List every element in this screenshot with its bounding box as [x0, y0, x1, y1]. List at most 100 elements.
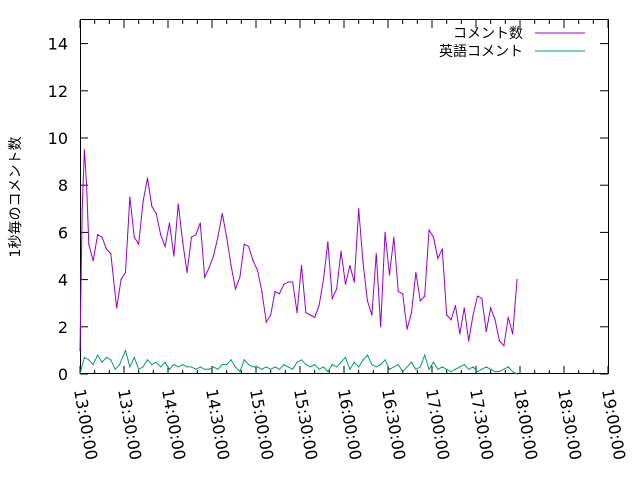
data-point	[138, 368, 140, 370]
data-point	[490, 368, 492, 370]
data-point	[375, 253, 377, 255]
data-point	[270, 314, 272, 316]
data-point	[252, 366, 254, 368]
data-point	[415, 368, 417, 370]
data-point	[296, 361, 298, 363]
data-point	[446, 368, 448, 370]
x-tick-label: 18:00:00	[510, 387, 541, 461]
data-point	[173, 255, 175, 257]
data-point	[476, 371, 479, 373]
data-point	[450, 319, 452, 321]
data-point	[195, 368, 197, 370]
data-point	[498, 371, 501, 373]
data-point	[79, 373, 81, 375]
data-point	[402, 371, 404, 373]
data-point	[349, 264, 351, 267]
data-point	[204, 276, 206, 278]
data-point	[441, 248, 443, 250]
data-point	[252, 260, 254, 262]
data-point	[314, 363, 316, 366]
data-point	[146, 359, 149, 361]
data-point	[274, 366, 276, 368]
data-point	[182, 363, 184, 366]
data-point	[476, 295, 479, 297]
data-point	[353, 281, 355, 283]
data-point	[336, 366, 338, 368]
data-point	[397, 290, 399, 292]
data-point	[110, 359, 112, 361]
data-point	[340, 361, 342, 363]
data-point	[371, 363, 373, 366]
data-point	[151, 205, 153, 208]
data-point	[463, 307, 465, 309]
data-point	[86, 184, 88, 186]
data-point	[362, 262, 364, 264]
data-point	[503, 345, 505, 347]
data-point	[336, 288, 338, 290]
x-tick-label: 14:00:00	[158, 387, 189, 461]
data-point	[119, 363, 121, 366]
data-point	[234, 366, 237, 368]
data-point	[283, 283, 285, 285]
data-point	[415, 271, 417, 274]
data-point	[503, 368, 505, 370]
y-axis-label: 1秒毎のコメント数	[8, 137, 24, 258]
data-point	[173, 363, 175, 366]
x-tick-label: 13:00:00	[70, 387, 101, 461]
data-point	[226, 236, 228, 238]
y-tick-label: 2	[58, 318, 68, 337]
data-point	[274, 290, 276, 292]
data-point	[441, 366, 443, 368]
data-point	[366, 354, 369, 356]
data-point	[83, 356, 85, 359]
data-point	[243, 243, 245, 245]
data-point	[393, 366, 395, 368]
data-point	[388, 274, 391, 276]
data-point	[129, 196, 131, 198]
data-point	[358, 208, 360, 210]
data-point	[309, 314, 311, 316]
data-point	[190, 366, 193, 368]
legend-label-2: 英語コメント	[439, 43, 523, 60]
data-point	[459, 366, 461, 368]
data-point	[432, 361, 435, 363]
data-point	[116, 307, 118, 309]
x-axis-ticks: 13:00:00 13:30:00 14:00:00 14:30:00 15:00:00…	[70, 20, 629, 461]
data-point	[388, 368, 391, 370]
data-point	[468, 368, 470, 370]
data-point	[256, 366, 259, 368]
data-point	[168, 368, 171, 370]
data-point	[419, 300, 421, 302]
data-point	[287, 366, 289, 368]
data-point	[265, 321, 267, 323]
data-point	[195, 234, 197, 236]
data-point	[142, 201, 144, 203]
x-tick-label: 18:30:00	[554, 387, 585, 461]
data-point	[481, 297, 483, 300]
data-point	[239, 276, 241, 278]
data-point	[243, 359, 245, 361]
data-point	[270, 368, 272, 370]
data-point	[265, 366, 267, 368]
data-point	[472, 366, 474, 368]
data-point	[446, 314, 448, 316]
data-point	[437, 368, 439, 370]
data-point	[485, 330, 487, 333]
data-point	[230, 359, 232, 361]
data-point	[432, 236, 435, 238]
x-tick-label: 16:00:00	[334, 387, 365, 461]
data-point	[164, 245, 166, 248]
y-tick-label: 0	[58, 365, 68, 384]
data-point	[331, 297, 333, 300]
series-line-2	[79, 348, 518, 375]
data-point	[105, 356, 107, 359]
data-point	[406, 366, 408, 368]
data-point	[133, 236, 135, 238]
x-tick-label: 17:30:00	[466, 387, 497, 461]
y-axis-ticks: 0 2 4 6 8 10 12 14	[48, 35, 608, 384]
data-point	[97, 234, 99, 236]
data-point	[428, 368, 430, 370]
data-point	[305, 312, 307, 314]
